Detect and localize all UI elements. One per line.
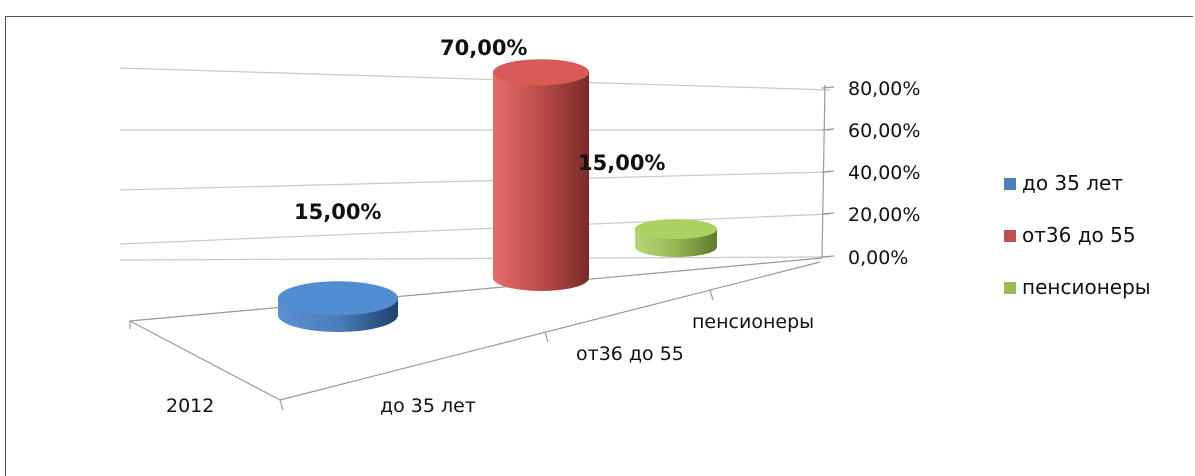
y-tick-mark	[821, 86, 835, 89]
legend-entry: пенсионеры	[1022, 275, 1151, 299]
y-tick-mark	[821, 128, 835, 131]
bar-top	[635, 219, 717, 240]
data-labels: 15,00% 70,00% 15,00%	[294, 36, 665, 224]
legend-entry: до 35 лет	[1022, 171, 1123, 195]
legend-swatch	[1004, 178, 1016, 190]
category-label: от36 до 55	[576, 343, 684, 365]
gridlines	[119, 67, 831, 261]
gridline	[119, 256, 831, 261]
data-label: 15,00%	[578, 151, 665, 175]
y-tick-label: 60,00%	[848, 120, 920, 142]
gridline	[119, 67, 831, 91]
floor-front-line	[129, 320, 281, 401]
category-axis-line	[279, 261, 821, 401]
legend-swatch	[1004, 230, 1016, 242]
axis-tick	[709, 289, 714, 301]
axis-tick	[279, 399, 284, 411]
axis-tick	[544, 331, 549, 343]
category-label: пенсионеры	[692, 311, 814, 333]
y-tick-label: 40,00%	[848, 162, 920, 184]
floor-edge-line	[129, 257, 823, 322]
bar-0	[278, 281, 398, 332]
y-tick-label: 80,00%	[848, 78, 920, 100]
bar-top	[493, 59, 589, 86]
y-tick-mark	[821, 255, 835, 258]
data-label: 15,00%	[294, 200, 381, 224]
data-label: 70,00%	[440, 36, 527, 60]
axes	[129, 84, 826, 411]
gridline	[119, 213, 831, 245]
chart-3d-cylinders: 0,00% 20,00% 40,00% 60,00% 80,00% 15,00% 70,0…	[119, 36, 1151, 417]
y-tick-label: 20,00%	[848, 204, 920, 226]
legend-swatch	[1004, 282, 1016, 294]
chart-frame	[5, 16, 1193, 476]
category-label: до 35 лет	[380, 395, 476, 417]
y-tick-label: 0,00%	[848, 247, 908, 269]
bar-top	[278, 281, 398, 316]
bars	[278, 59, 717, 332]
bar-body	[493, 72, 589, 291]
gridline	[119, 171, 831, 191]
bar-2	[635, 219, 717, 257]
legend-entry: от36 до 55	[1022, 223, 1136, 247]
y-tick-mark	[821, 212, 835, 215]
legend: до 35 лет от36 до 55 пенсионеры	[1004, 171, 1151, 299]
y-tick-mark	[821, 170, 835, 173]
bar-1	[493, 59, 589, 291]
category-labels: до 35 лет от36 до 55 пенсионеры	[380, 311, 814, 417]
series-axis-label: 2012	[166, 395, 214, 417]
y-tick-labels: 0,00% 20,00% 40,00% 60,00% 80,00%	[821, 78, 920, 269]
